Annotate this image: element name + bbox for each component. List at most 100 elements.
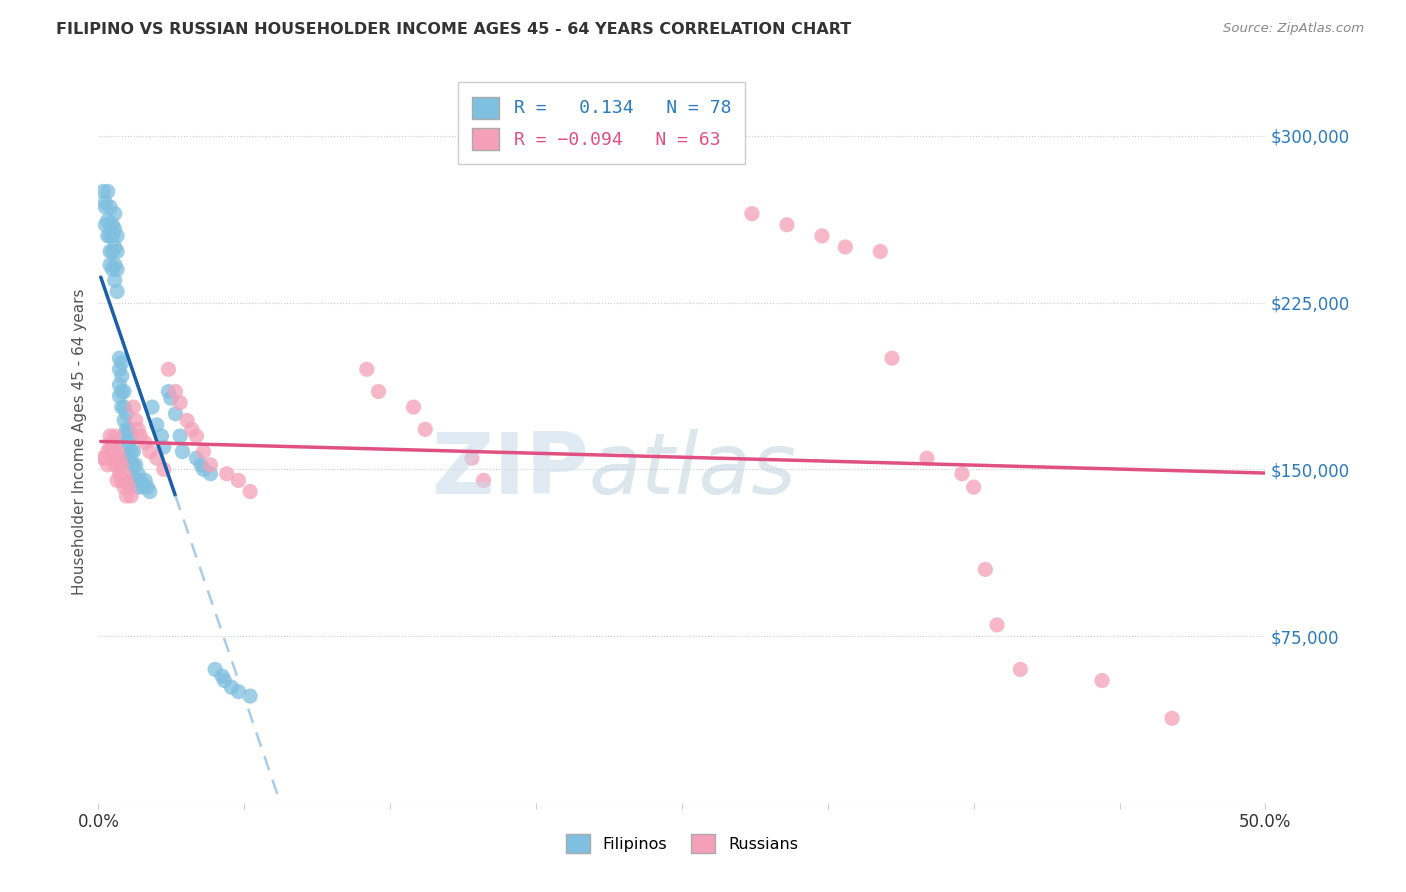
Point: [105, 244, 128, 259]
Point: [97, 185, 120, 199]
Point: [111, 384, 134, 399]
Point: [115, 474, 138, 488]
Point: [159, 391, 181, 405]
Point: [129, 474, 152, 488]
Point: [461, 451, 484, 466]
Point: [108, 362, 131, 376]
Point: [776, 218, 799, 232]
Point: [204, 662, 226, 676]
Point: [129, 429, 152, 443]
Point: [118, 449, 141, 463]
Point: [118, 422, 141, 436]
Point: [108, 467, 131, 481]
Point: [94, 200, 117, 214]
Point: [101, 228, 124, 243]
Point: [120, 489, 142, 503]
Point: [112, 429, 135, 443]
Point: [214, 673, 236, 688]
Point: [152, 462, 174, 476]
Point: [120, 444, 142, 458]
Point: [108, 389, 131, 403]
Point: [104, 240, 127, 254]
Point: [402, 400, 425, 414]
Point: [101, 435, 124, 450]
Point: [111, 400, 134, 414]
Point: [111, 356, 134, 370]
Text: ZIP: ZIP: [430, 429, 589, 512]
Point: [190, 458, 212, 472]
Point: [115, 407, 138, 421]
Point: [141, 400, 163, 414]
Point: [1161, 711, 1184, 725]
Point: [91, 451, 114, 466]
Point: [98, 218, 121, 232]
Point: [112, 480, 135, 494]
Point: [115, 489, 138, 503]
Point: [118, 435, 141, 450]
Point: [97, 228, 120, 243]
Point: [367, 384, 389, 399]
Point: [98, 429, 121, 443]
Point: [97, 444, 120, 458]
Point: [146, 451, 169, 466]
Point: [122, 444, 145, 458]
Point: [962, 480, 984, 494]
Point: [108, 377, 131, 392]
Point: [120, 458, 142, 472]
Point: [98, 244, 121, 259]
Point: [356, 362, 378, 376]
Point: [215, 467, 238, 481]
Point: [169, 395, 191, 409]
Point: [111, 458, 134, 472]
Point: [112, 413, 135, 427]
Point: [228, 474, 250, 488]
Point: [112, 467, 135, 481]
Point: [108, 351, 131, 366]
Point: [111, 368, 134, 383]
Point: [125, 413, 148, 427]
Point: [104, 207, 127, 221]
Point: [122, 458, 145, 472]
Point: [104, 458, 127, 472]
Point: [152, 440, 174, 454]
Point: [101, 262, 124, 277]
Point: [1091, 673, 1114, 688]
Point: [125, 474, 148, 488]
Point: [193, 444, 215, 458]
Y-axis label: Householder Income Ages 45 - 64 years: Householder Income Ages 45 - 64 years: [72, 288, 87, 595]
Point: [136, 480, 159, 494]
Point: [239, 484, 262, 499]
Text: atlas: atlas: [589, 429, 797, 512]
Point: [94, 451, 117, 466]
Point: [122, 471, 145, 485]
Point: [104, 444, 127, 458]
Point: [869, 244, 891, 259]
Point: [91, 185, 114, 199]
Point: [165, 384, 187, 399]
Point: [122, 400, 145, 414]
Point: [101, 218, 124, 232]
Point: [105, 444, 128, 458]
Point: [741, 207, 763, 221]
Point: [98, 228, 121, 243]
Point: [105, 285, 128, 299]
Point: [172, 444, 194, 458]
Point: [104, 273, 127, 287]
Point: [105, 474, 128, 488]
Point: [94, 218, 117, 232]
Point: [150, 429, 173, 443]
Point: [146, 417, 169, 432]
Point: [974, 562, 997, 576]
Point: [134, 474, 156, 488]
Point: [111, 474, 134, 488]
Point: [200, 467, 222, 481]
Point: [239, 689, 262, 703]
Point: [98, 440, 121, 454]
Text: Source: ZipAtlas.com: Source: ZipAtlas.com: [1223, 22, 1364, 36]
Point: [986, 618, 1008, 632]
Point: [118, 480, 141, 494]
Point: [97, 213, 120, 227]
Point: [200, 458, 222, 472]
Point: [104, 222, 127, 236]
Point: [98, 200, 121, 214]
